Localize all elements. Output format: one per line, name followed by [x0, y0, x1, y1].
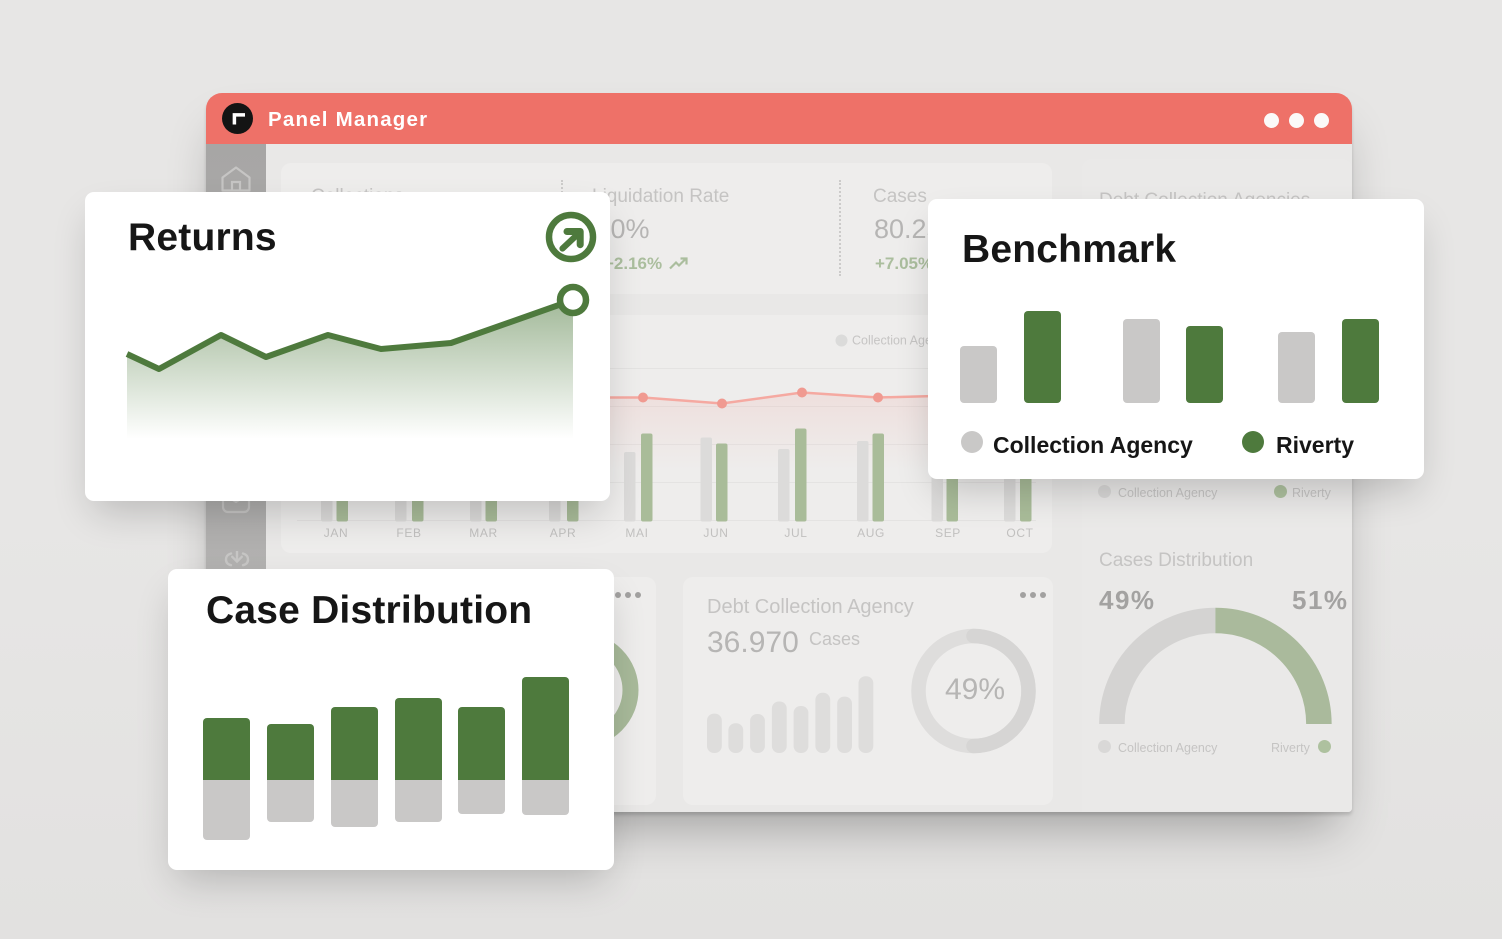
svg-text:JUN: JUN — [703, 526, 728, 540]
svg-text:MAI: MAI — [625, 526, 648, 540]
svg-text:APR: APR — [550, 526, 576, 540]
svg-text:JAN: JAN — [324, 526, 348, 540]
svg-text:MAR: MAR — [469, 526, 497, 540]
svg-text:FEB: FEB — [396, 526, 421, 540]
svg-text:AUG: AUG — [857, 526, 885, 540]
svg-text:SEP: SEP — [935, 526, 961, 540]
svg-text:OCT: OCT — [1006, 526, 1033, 540]
svg-text:Collection Agency: Collection Agency — [852, 334, 952, 348]
svg-text:JUL: JUL — [784, 526, 807, 540]
